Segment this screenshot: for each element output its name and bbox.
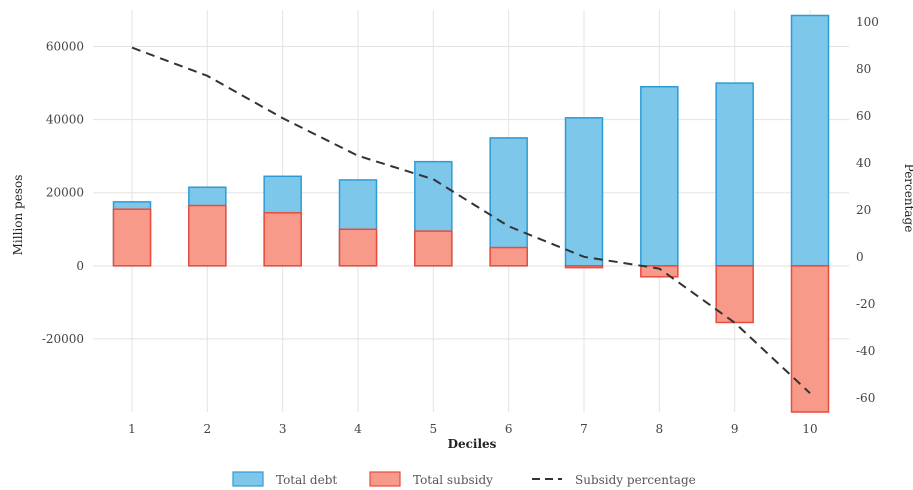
x-axis-title: Deciles [448,437,497,451]
y2-tick-label: 100 [856,15,879,29]
y2-tick-label: 0 [856,250,864,264]
y2-axis-title: Percentage [902,164,913,233]
subsidy-percentage-line [131,46,811,394]
subsidy-bar [338,228,378,267]
x-tick-label: 9 [731,422,739,436]
debt-bar [715,82,754,267]
x-axis-ticks: 1 2 3 4 5 6 7 8 9 10 [128,422,817,436]
y-tick-label: -20000 [42,332,84,346]
y2-tick-label: 20 [856,203,871,217]
x-tick-label: 4 [354,422,362,436]
subsidy-bars [112,204,830,413]
debt-bar [640,85,679,267]
subsidy-bar [489,246,528,267]
legend: Total debt Total subsidy Subsidy percent… [232,471,696,487]
x-tick-label: 7 [580,422,588,436]
subsidy-bar [640,265,679,278]
y2-tick-label: 40 [856,156,871,170]
y2-tick-label: 80 [856,62,871,76]
y-tick-label: 0 [76,259,84,273]
y-axis-ticks: -20000 0 20000 40000 60000 [42,40,84,346]
x-tick-label: 6 [505,422,513,436]
debt-bar [790,14,830,267]
subsidy-bar [414,230,453,267]
x-tick-label: 8 [656,422,664,436]
subsidy-bar [188,204,227,267]
x-tick-label: 10 [802,422,817,436]
legend-label-subsidy: Total subsidy [413,473,493,487]
y2-tick-label: -60 [856,391,875,405]
y-axis-title: Million pesos [11,175,25,256]
legend-swatch-debt [232,471,264,487]
legend-label-percentage: Subsidy percentage [575,473,696,487]
subsidy-bar [263,212,302,267]
subsidy-bar [790,265,830,413]
y-tick-label: 60000 [46,40,84,54]
legend-swatch-subsidy [369,471,401,487]
x-tick-label: 3 [279,422,287,436]
x-tick-label: 2 [204,422,212,436]
subsidy-bar [564,265,604,269]
y2-tick-label: -20 [856,297,875,311]
debt-bar [564,117,604,267]
y-tick-label: 40000 [46,113,84,127]
y2-axis-ticks: -60 -40 -20 0 20 40 60 80 100 [856,15,879,405]
subsidy-bar [112,208,152,267]
legend-label-debt: Total debt [276,473,337,487]
x-tick-label: 5 [430,422,438,436]
y2-tick-label: -40 [856,344,875,358]
y-tick-label: 20000 [46,186,84,200]
subsidy-percentage-line-layer [131,46,811,394]
x-tick-label: 1 [128,422,136,436]
debt-bar [489,137,528,267]
y2-tick-label: 60 [856,109,871,123]
